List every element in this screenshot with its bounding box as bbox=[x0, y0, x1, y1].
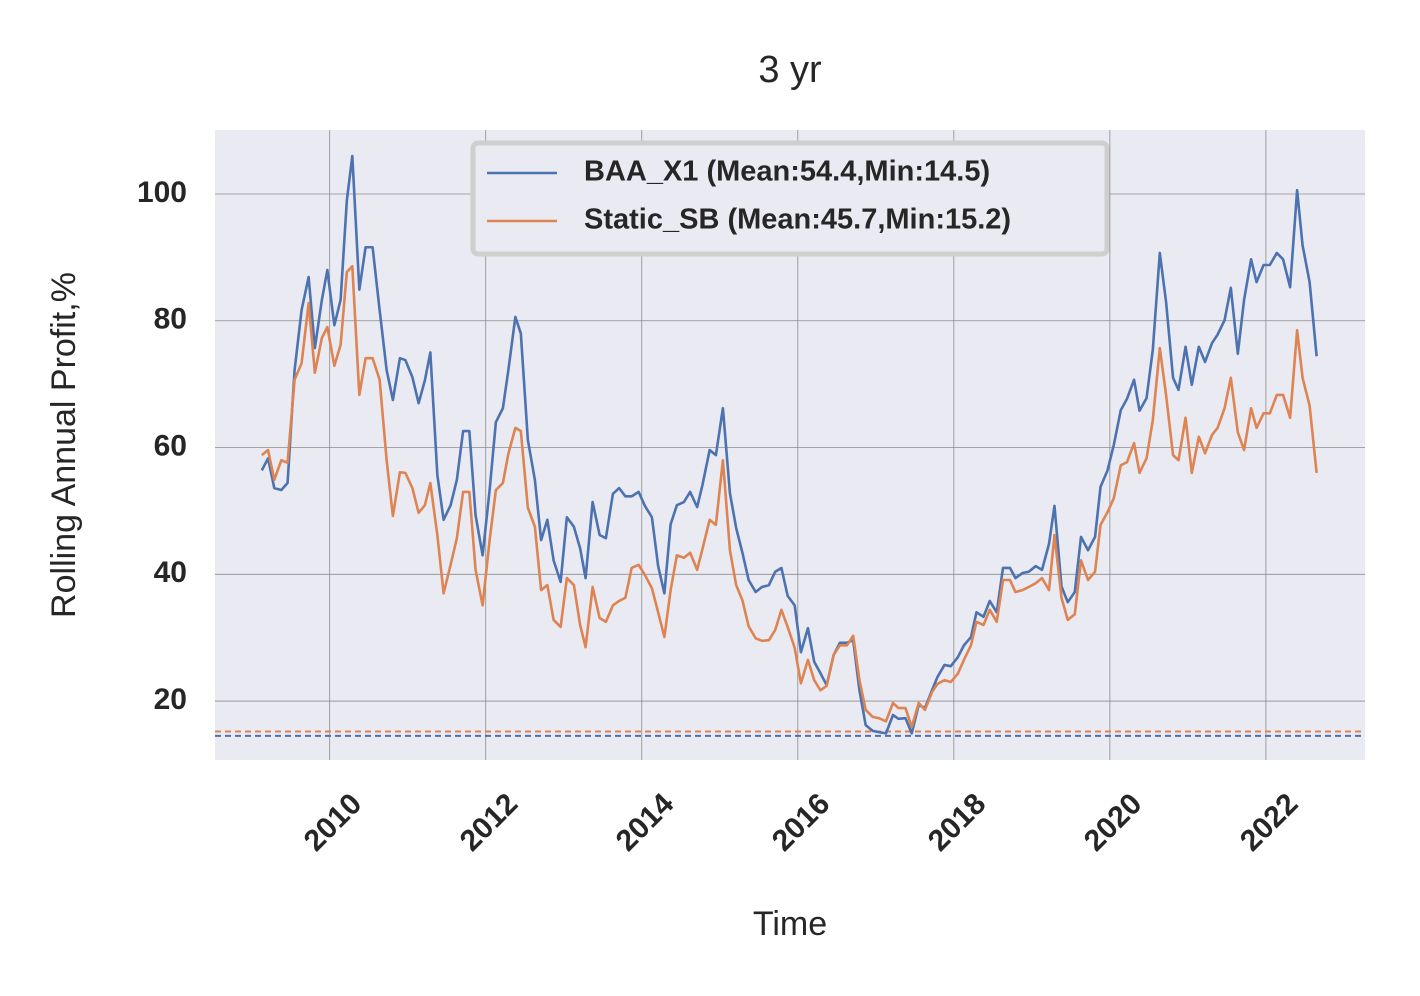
y-tick-label: 100 bbox=[137, 176, 187, 209]
y-tick-label: 40 bbox=[154, 556, 187, 589]
y-tick-label: 20 bbox=[154, 683, 187, 716]
x-tick-label: 2018 bbox=[922, 787, 993, 858]
legend-label: BAA_X1 (Mean:54.4,Min:14.5) bbox=[584, 156, 990, 188]
legend-label: Static_SB (Mean:45.7,Min:15.2) bbox=[584, 204, 1011, 236]
x-axis-label: Time bbox=[753, 905, 827, 943]
x-tick-label: 2020 bbox=[1078, 787, 1149, 858]
legend: BAA_X1 (Mean:54.4,Min:14.5) Static_SB (Me… bbox=[470, 140, 1110, 257]
x-tick-label: 2016 bbox=[766, 787, 837, 858]
x-tick-label: 2012 bbox=[454, 787, 525, 858]
y-tick-label: 60 bbox=[154, 429, 187, 462]
x-tick-label: 2010 bbox=[298, 787, 369, 858]
x-tick-label: 2014 bbox=[610, 787, 681, 858]
y-axis-label: Rolling Annual Profit,% bbox=[45, 272, 83, 618]
lines bbox=[215, 154, 1365, 737]
chart-title: 3 yr bbox=[758, 49, 822, 91]
y-tick-label: 80 bbox=[154, 303, 187, 336]
series-line bbox=[260, 264, 1318, 729]
series-line bbox=[260, 154, 1318, 735]
legend-box bbox=[470, 140, 1110, 257]
x-tick-label: 2022 bbox=[1234, 787, 1305, 858]
